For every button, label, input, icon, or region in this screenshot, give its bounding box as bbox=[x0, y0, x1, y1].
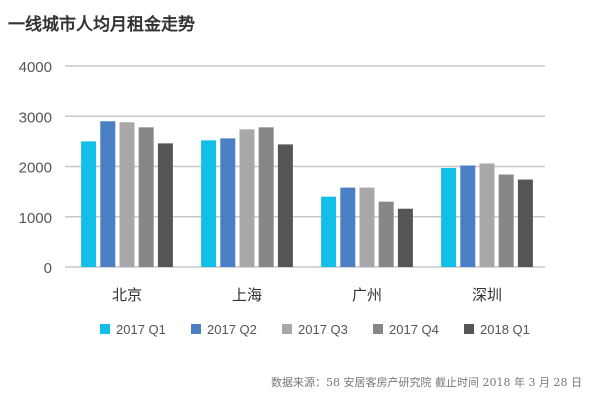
legend-swatch bbox=[191, 324, 201, 334]
bar bbox=[460, 165, 476, 267]
bar bbox=[157, 143, 173, 267]
legend-label: 2017 Q2 bbox=[207, 322, 257, 337]
bar bbox=[258, 127, 274, 268]
legend-label: 2018 Q1 bbox=[480, 322, 530, 337]
y-tick-label: 1000 bbox=[19, 210, 52, 227]
legend-swatch bbox=[373, 324, 383, 334]
bar bbox=[441, 168, 457, 267]
bar bbox=[100, 121, 116, 268]
bar bbox=[119, 122, 135, 267]
bar bbox=[321, 196, 337, 267]
x-tick-label: 广州 bbox=[352, 286, 382, 304]
legend-label: 2017 Q1 bbox=[116, 322, 166, 337]
bar bbox=[359, 187, 375, 267]
bar bbox=[340, 187, 356, 267]
legend-label: 2017 Q4 bbox=[389, 322, 439, 337]
bar bbox=[498, 174, 514, 267]
bar bbox=[201, 140, 217, 267]
y-tick-label: 3000 bbox=[19, 109, 52, 126]
bar bbox=[397, 208, 413, 267]
x-tick-label: 上海 bbox=[232, 286, 262, 304]
bar bbox=[378, 201, 394, 267]
chart-title: 一线城市人均月租金走势 bbox=[8, 15, 195, 35]
x-tick-label: 深圳 bbox=[472, 286, 502, 304]
legend-swatch bbox=[100, 324, 110, 334]
x-tick-label: 北京 bbox=[112, 286, 142, 304]
y-tick-label: 2000 bbox=[19, 160, 52, 177]
y-tick-label: 4000 bbox=[19, 59, 52, 76]
bar bbox=[220, 138, 236, 267]
bar bbox=[81, 141, 97, 267]
bar bbox=[479, 163, 495, 267]
bar bbox=[138, 127, 154, 268]
legend-swatch bbox=[464, 324, 474, 334]
bar bbox=[277, 144, 293, 267]
bar bbox=[239, 129, 255, 267]
y-tick-label: 0 bbox=[44, 260, 52, 277]
bar bbox=[517, 179, 533, 267]
legend-label: 2017 Q3 bbox=[298, 322, 348, 337]
source-note: 数据来源：58 安居客房产研究院 截止时间 2018 年 3 月 28 日 bbox=[271, 376, 582, 389]
legend-swatch bbox=[282, 324, 292, 334]
